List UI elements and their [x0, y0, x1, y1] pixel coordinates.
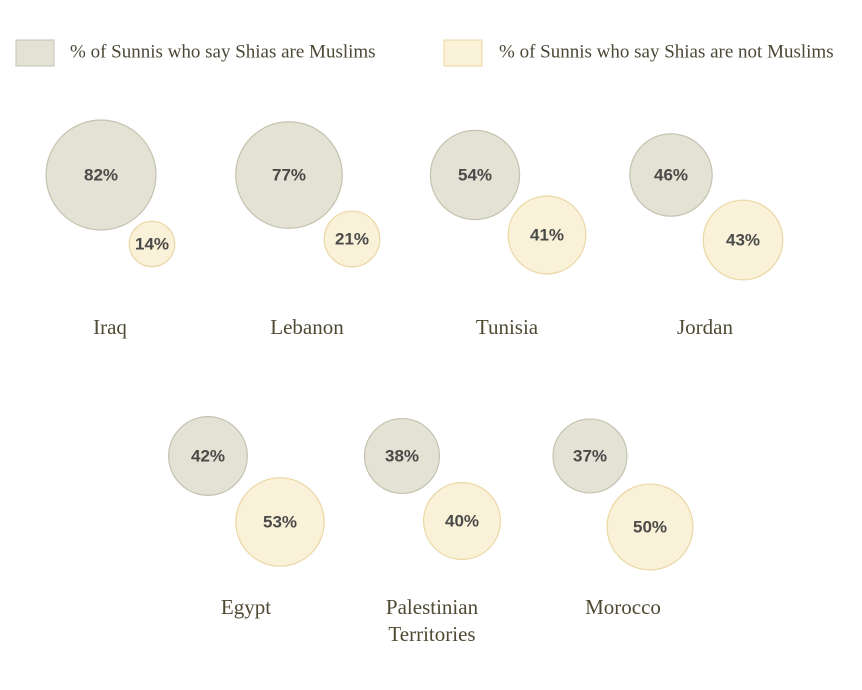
data-label: 42% — [191, 446, 225, 465]
data-label: 41% — [530, 225, 564, 244]
bubble — [128, 220, 176, 268]
legend-label: % of Sunnis who say Shias are Muslims — [70, 41, 376, 62]
category-label: Jordan — [677, 315, 733, 339]
data-label: 50% — [633, 517, 667, 536]
data-label: 38% — [385, 446, 419, 465]
bubble — [363, 417, 441, 495]
category-label: Morocco — [585, 595, 661, 619]
legend-label: % of Sunnis who say Shias are not Muslim… — [499, 41, 834, 62]
data-label: 40% — [445, 511, 479, 530]
bubble — [552, 418, 628, 494]
data-label: 14% — [135, 234, 169, 253]
category-label: Lebanon — [270, 315, 344, 339]
data-label: 21% — [335, 229, 369, 248]
bubble — [45, 119, 157, 231]
bubble — [168, 416, 248, 496]
legend-swatch — [15, 39, 55, 67]
category-label: Iraq — [93, 315, 127, 339]
data-label: 54% — [458, 165, 492, 184]
data-label: 53% — [263, 512, 297, 531]
bubble — [702, 199, 784, 281]
category-label: Egypt — [220, 595, 272, 619]
bubble — [629, 133, 713, 217]
data-label: 77% — [272, 165, 306, 184]
bubble — [235, 477, 325, 567]
data-label: 37% — [573, 446, 607, 465]
bubble — [429, 129, 521, 221]
bubble — [423, 482, 501, 560]
data-label: 43% — [726, 230, 760, 249]
bubble — [323, 210, 381, 268]
data-label: 82% — [84, 165, 118, 184]
bubble — [235, 121, 343, 229]
bubble — [507, 195, 587, 275]
bubble — [606, 483, 694, 571]
data-label: 46% — [654, 165, 688, 184]
legend-swatch — [443, 39, 483, 67]
category-label: Tunisia — [475, 315, 539, 339]
category-label: Palestinian Territories — [385, 595, 479, 646]
